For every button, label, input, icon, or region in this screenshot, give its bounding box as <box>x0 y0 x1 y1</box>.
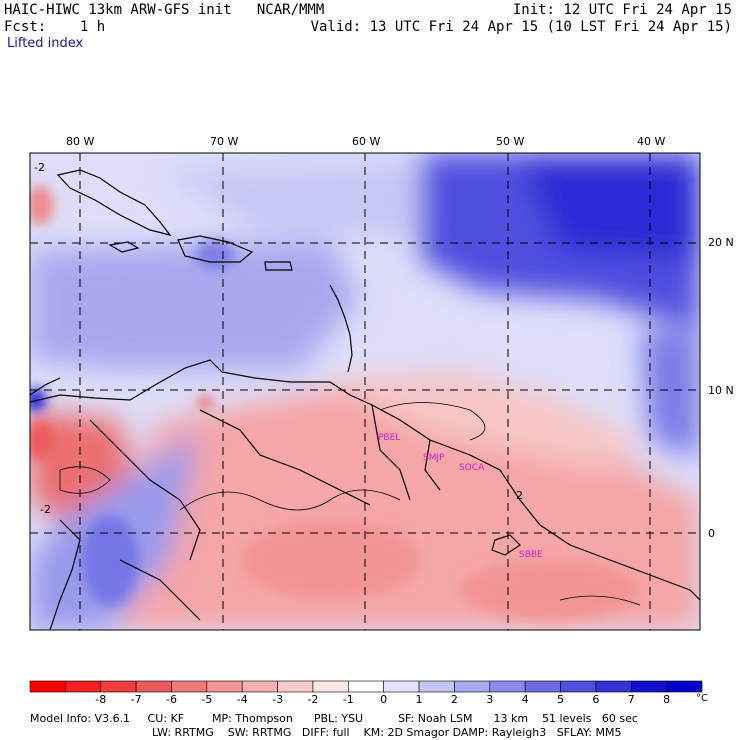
peru-border <box>119 559 201 621</box>
colorbar-label: 5 <box>557 693 565 706</box>
contour-label: -2 <box>40 503 51 516</box>
colorbar-swatch <box>348 680 384 693</box>
colorbar-swatch <box>277 680 314 693</box>
south-america-north-coast <box>30 359 541 526</box>
field-name: Lifted index <box>7 36 84 51</box>
panama-isthmus <box>30 377 61 396</box>
unstable-region <box>330 370 640 470</box>
colorbar-swatch <box>100 680 137 693</box>
colorbar-swatch <box>383 680 420 693</box>
colorbar-label: 0 <box>380 693 388 706</box>
stable-region <box>520 160 700 260</box>
puerto-rico-coast <box>264 261 293 271</box>
hispaniola-coast <box>177 235 254 263</box>
lesser-antilles <box>329 284 353 373</box>
lon-label: 40 W <box>637 135 666 148</box>
colorbar-swatch <box>241 680 278 693</box>
lon-label: 80 W <box>66 135 95 148</box>
colorbar-swatch <box>666 680 703 693</box>
colorbar-label: 3 <box>486 693 494 706</box>
stable-region <box>640 330 700 460</box>
stable-region <box>30 240 360 370</box>
jamaica-coast <box>108 241 140 253</box>
colorbar-unit: °C <box>696 693 708 704</box>
colorbar-swatch <box>560 680 597 693</box>
colorbar-label: -1 <box>342 693 354 706</box>
unstable-region <box>240 520 420 600</box>
lon-label: 70 W <box>210 135 239 148</box>
lat-label: 10 N <box>708 384 734 397</box>
map-frame <box>29 152 701 631</box>
unstable-region <box>460 560 640 620</box>
brazil-coast <box>539 524 700 601</box>
colorbar-label: -5 <box>201 693 213 706</box>
ecuador-coast <box>49 519 81 630</box>
colorbar-swatch <box>595 680 632 693</box>
guyana-border <box>371 404 411 501</box>
colombia-border <box>89 419 201 561</box>
colorbar-label: -8 <box>95 693 107 706</box>
colorbar-label: -7 <box>130 693 142 706</box>
header-title: HAIC-HIWC 13km ARW-GFS init NCAR/MMM <box>4 2 325 18</box>
unstable-region <box>199 396 211 408</box>
contour-line <box>379 402 486 441</box>
colorbar-swatch <box>206 680 243 693</box>
lat-label: 20 N <box>708 236 734 249</box>
colorbar-swatch <box>524 680 561 693</box>
station-label: SBBE <box>519 550 543 560</box>
station-label: SMJP <box>423 453 445 463</box>
colorbar-swatch <box>489 680 526 693</box>
colorbar-label: -2 <box>307 693 319 706</box>
model-info-line2: LW: RRTMG SW: RRTMG DIFF: full KM: 2D Sm… <box>152 726 622 739</box>
colorbar-label: -6 <box>165 693 177 706</box>
colorbar-label: 1 <box>415 693 423 706</box>
cuba-coast <box>56 169 172 237</box>
contour-line <box>59 466 111 494</box>
colorbar-swatch <box>171 680 208 693</box>
colorbar-swatch <box>29 680 66 693</box>
station-label: PBEL <box>378 433 401 443</box>
colorbar-label: -4 <box>236 693 248 706</box>
unstable-region <box>30 185 54 225</box>
lat-label: 0 <box>708 527 715 540</box>
colorbar-swatch <box>135 680 172 693</box>
stable-region <box>82 515 138 605</box>
stable-region <box>160 160 420 240</box>
colorbar-swatch <box>312 680 349 693</box>
colorbar-label: 7 <box>627 693 635 706</box>
suriname-border <box>424 439 441 491</box>
colorbar-swatch <box>418 680 455 693</box>
amazon-delta <box>491 534 521 556</box>
forecast-hour: Fcst: 1 h <box>4 19 106 35</box>
colorbar-swatch <box>65 680 102 693</box>
station-label: SOCA <box>459 463 485 473</box>
lon-label: 60 W <box>352 135 381 148</box>
colorbar-label: 2 <box>450 693 458 706</box>
colorbar-swatch <box>454 680 491 693</box>
contour-line <box>179 489 401 511</box>
lon-label: 50 W <box>496 135 525 148</box>
colorbar-label: 8 <box>663 693 671 706</box>
unstable-region <box>30 420 54 460</box>
valid-time: Valid: 13 UTC Fri 24 Apr 15 (10 LST Fri … <box>310 19 732 35</box>
colorbar-label: 4 <box>521 693 529 706</box>
colorbar-swatch <box>630 680 667 693</box>
contour-line <box>559 595 641 606</box>
colorbar-label: -3 <box>272 693 284 706</box>
contour-label: -2 <box>34 161 45 174</box>
model-info-line1: Model Info: V3.6.1 CU: KF MP: Thompson P… <box>30 712 638 725</box>
init-time: Init: 12 UTC Fri 24 Apr 15 <box>512 2 732 18</box>
contour-label: 2 <box>516 489 523 502</box>
colorbar-label: 6 <box>592 693 600 706</box>
